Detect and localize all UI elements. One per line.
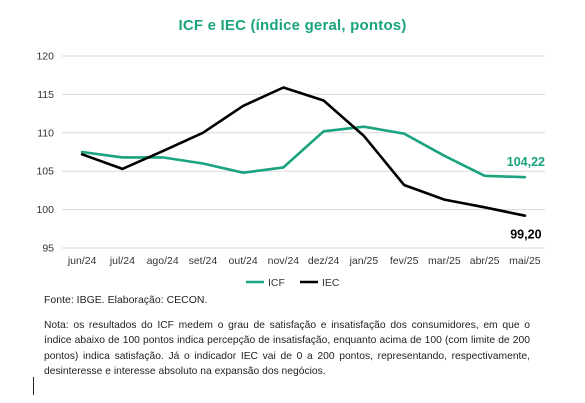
x-tick-label: jul/24	[109, 255, 135, 267]
data-labels: 104,22 99,20	[507, 155, 545, 242]
line-chart: 95 100 105 110 115 120 jun/24 jul/24 ago/24 set/…	[36, 51, 545, 290]
x-tick-label: mai/25	[509, 255, 541, 267]
gridlines	[62, 55, 545, 249]
x-tick-label: nov/24	[268, 255, 300, 267]
x-tick-label: out/24	[229, 255, 258, 267]
x-tick-label: dez/24	[308, 255, 340, 267]
series-line-icf	[80, 125, 527, 179]
x-tick-label: jun/24	[67, 255, 97, 267]
legend: ICF IEC	[246, 277, 340, 289]
x-tick-label: fev/25	[390, 255, 419, 267]
legend-label-iec: IEC	[322, 277, 340, 289]
x-tick-label: abr/25	[470, 255, 500, 267]
text-cursor	[33, 377, 34, 395]
x-axis-ticks: jun/24 jul/24 ago/24 set/24 out/24 nov/24 dez/…	[67, 255, 541, 267]
y-tick-label: 115	[37, 89, 54, 101]
note-text: Nota: os resultados do ICF medem o grau …	[44, 320, 530, 378]
y-tick-label: 110	[37, 127, 54, 139]
data-label-icf: 104,22	[507, 155, 545, 169]
series-line-iec	[80, 86, 527, 217]
y-tick-label: 120	[36, 51, 54, 63]
legend-label-icf: ICF	[268, 277, 285, 289]
series-lines	[80, 86, 527, 217]
y-tick-label: 105	[36, 166, 54, 178]
chart-title: ICF e IEC (índice geral, pontos)	[178, 17, 407, 34]
x-tick-label: set/24	[189, 255, 218, 267]
y-tick-label: 100	[36, 204, 54, 216]
data-label-iec: 99,20	[510, 228, 541, 242]
x-tick-label: jan/25	[349, 255, 379, 267]
source-text: Fonte: IBGE. Elaboração: CECON.	[44, 294, 208, 306]
x-tick-label: ago/24	[147, 255, 179, 267]
x-tick-label: mar/25	[428, 255, 461, 267]
y-axis-ticks: 95 100 105 110 115 120	[36, 51, 54, 255]
y-tick-label: 95	[42, 243, 54, 255]
